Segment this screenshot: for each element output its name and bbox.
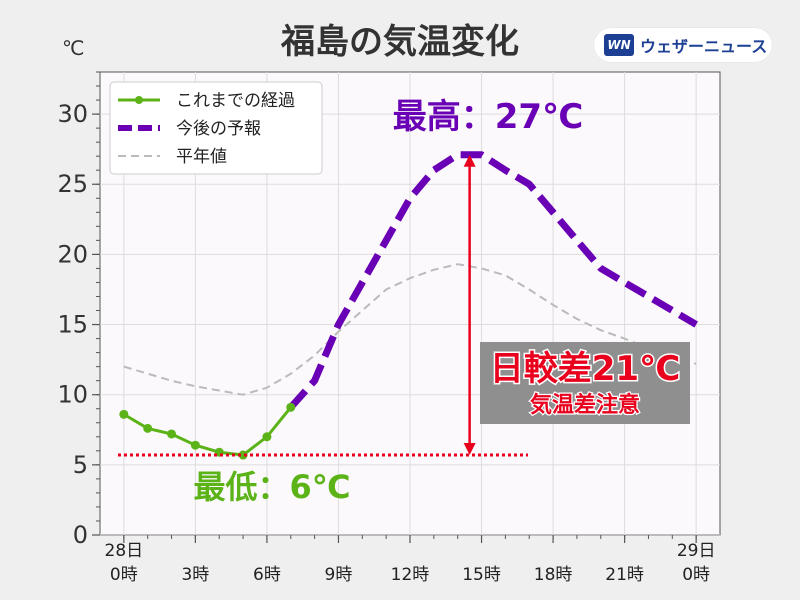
series-point <box>238 450 248 460</box>
x-tick-hour-label: 9時 <box>325 565 353 585</box>
y-tick-label: 15 <box>57 311 88 339</box>
page-title: 福島の気温変化 <box>281 22 519 62</box>
series-point <box>167 429 177 439</box>
range-arrow-down-head <box>463 443 476 456</box>
series-point <box>262 432 272 442</box>
y-tick-label: 0 <box>73 521 88 549</box>
diff-label: 日較差21℃ <box>490 349 681 389</box>
x-tick-hour-label: 0時 <box>110 565 138 585</box>
diff-label-box <box>480 342 690 424</box>
y-tick-label: 10 <box>57 381 88 409</box>
y-tick-label: 20 <box>57 240 88 268</box>
max-temp-label: 最高：27℃ <box>393 97 584 137</box>
legend-label: これまでの経過 <box>176 91 295 111</box>
range-arrow-up-head <box>463 154 476 167</box>
series-point <box>286 402 296 412</box>
x-tick-hour-label: 0時 <box>682 565 710 585</box>
legend-label: 平年値 <box>176 147 227 167</box>
x-tick-hour-label: 12時 <box>391 565 430 585</box>
series-point <box>143 423 153 433</box>
x-tick-hour-label: 21時 <box>605 565 644 585</box>
brand-logo-icon: WN <box>604 34 634 56</box>
annotations-group: 最高：27℃ 最低：6℃ 日較差21℃ 気温差注意 <box>118 97 690 506</box>
x-tick-hour-label: 15時 <box>462 565 501 585</box>
brand-badge: WN ウェザーニュース <box>594 28 772 62</box>
x-tick-hour-label: 6時 <box>253 565 281 585</box>
caution-label: 気温差注意 <box>530 392 640 418</box>
min-temp-label: 最低：6℃ <box>193 468 350 506</box>
x-tick-date-label: 29日 <box>677 541 716 561</box>
y-axis-ticks: 0 5 10 15 20 25 30 <box>57 71 100 549</box>
x-axis-ticks: 28日 0時 3時 6時 9時 12時 15時 18時 21時 29日 0時 <box>105 535 716 585</box>
y-tick-label: 5 <box>73 451 88 479</box>
y-axis-unit: ℃ <box>62 36 85 60</box>
y-tick-label: 25 <box>57 170 88 198</box>
series-line-thick-dashed <box>288 151 698 410</box>
legend-label: 今後の予報 <box>176 119 261 139</box>
series-point <box>190 440 200 450</box>
x-tick-date-label: 28日 <box>105 541 144 561</box>
legend-swatch-marker <box>135 96 143 104</box>
series-point <box>119 409 129 419</box>
brand-name: ウェザーニュース <box>640 37 768 56</box>
y-tick-label: 30 <box>57 100 88 128</box>
legend-box <box>109 81 323 175</box>
x-tick-hour-label: 3時 <box>181 565 209 585</box>
x-tick-hour-label: 18時 <box>534 565 573 585</box>
series-line-thin-dashed <box>123 263 697 396</box>
